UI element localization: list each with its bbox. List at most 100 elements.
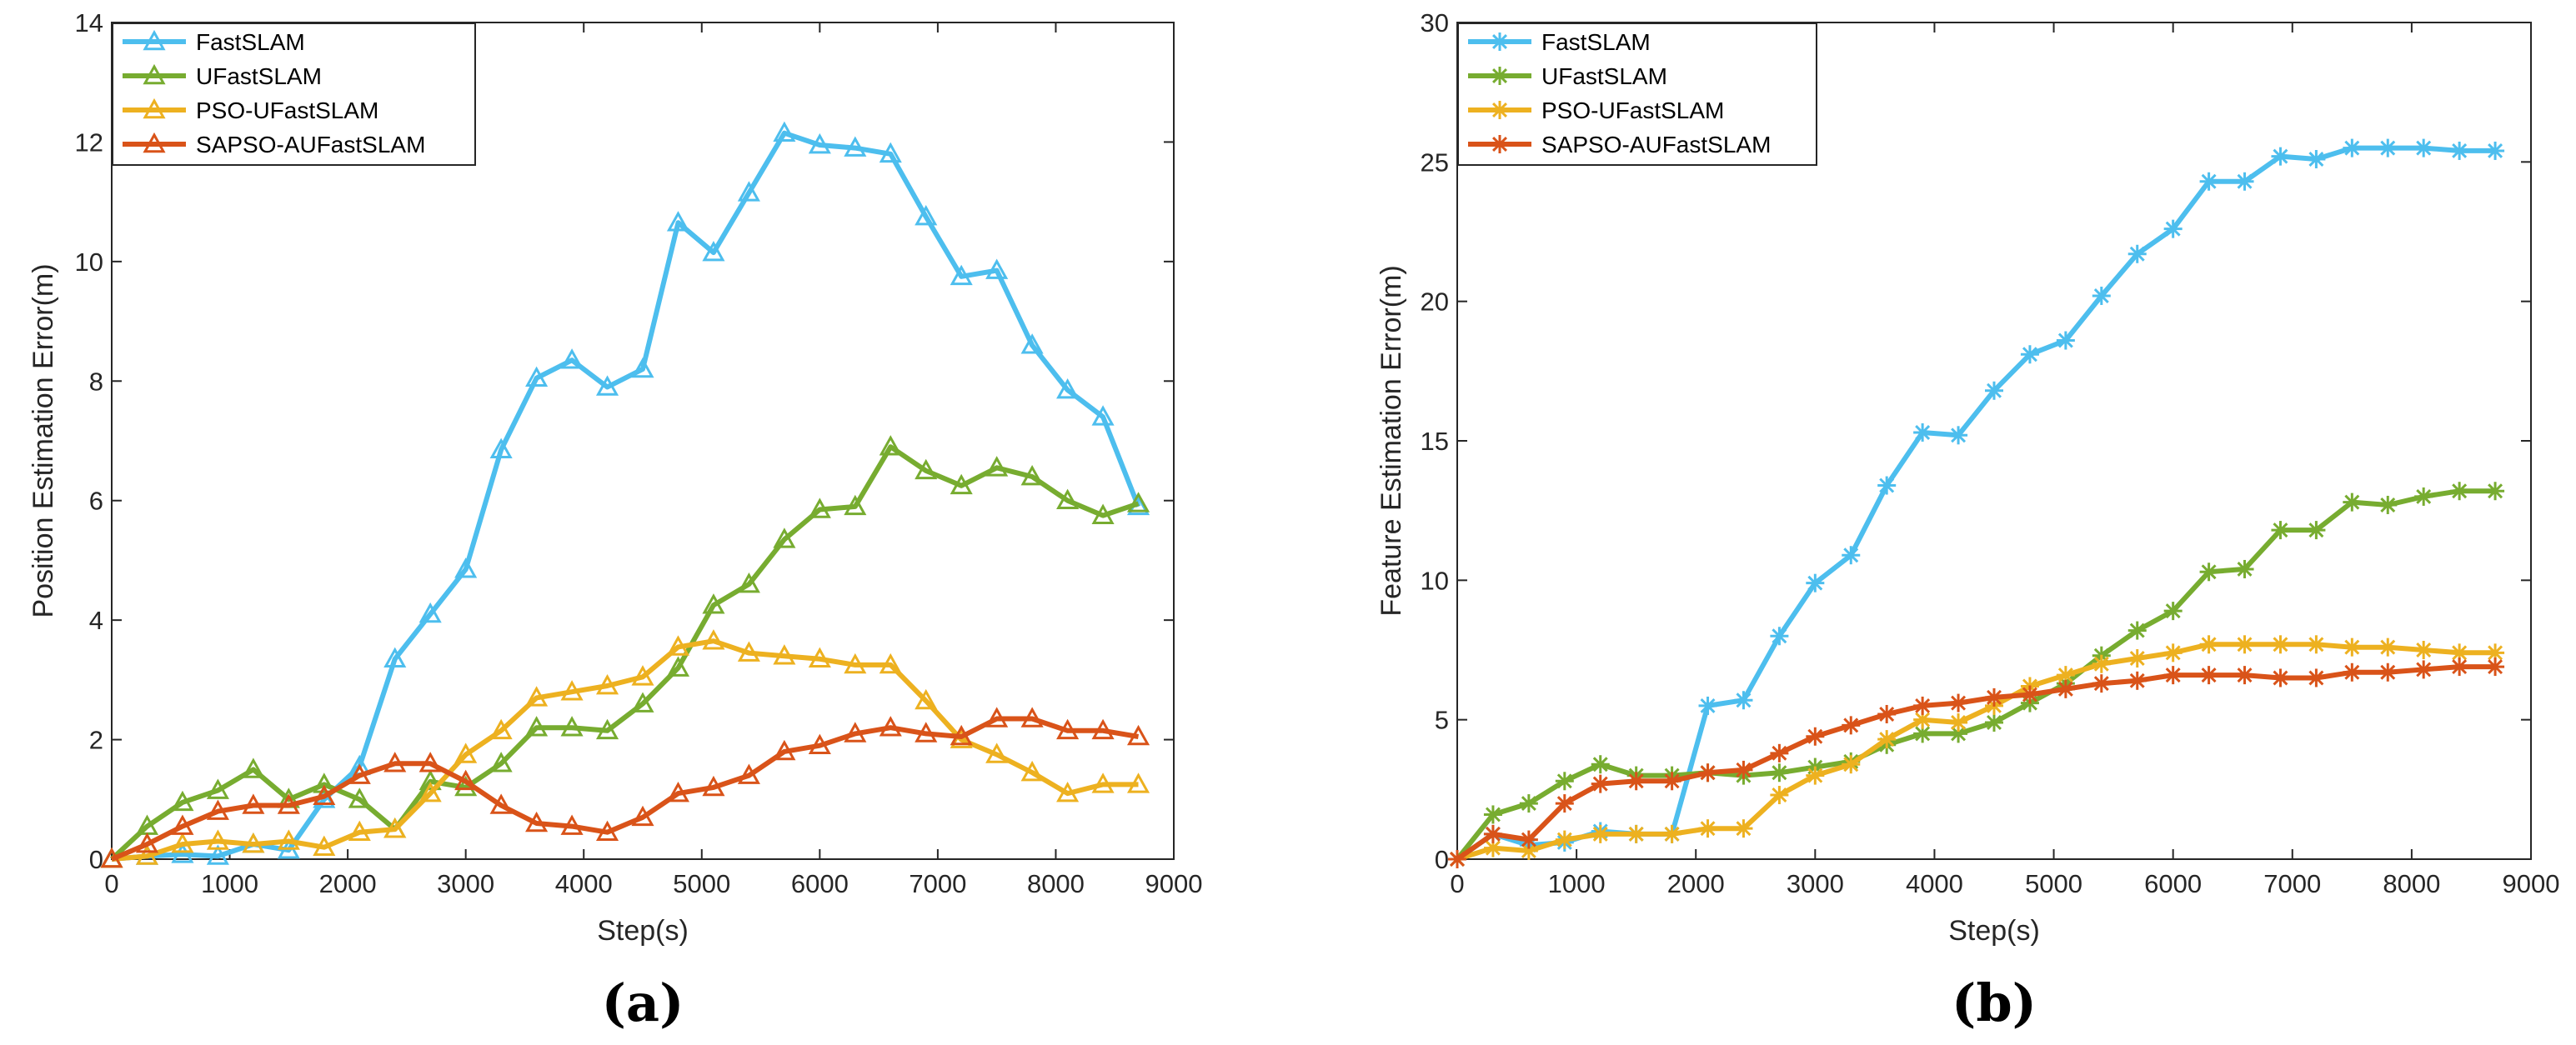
data-point bbox=[666, 656, 690, 677]
data-point bbox=[383, 647, 407, 668]
data-point bbox=[1126, 772, 1150, 793]
data-point bbox=[631, 665, 654, 686]
data-point bbox=[489, 718, 513, 740]
x-tick-label: 8000 bbox=[2383, 869, 2440, 898]
data-point bbox=[2307, 635, 2326, 654]
data-point bbox=[666, 635, 690, 656]
legend-label: FastSLAM bbox=[196, 29, 305, 55]
data-point bbox=[2307, 668, 2326, 688]
legend-box bbox=[112, 22, 476, 166]
data-point bbox=[1842, 755, 1861, 774]
data-point bbox=[1091, 718, 1115, 740]
series-ufastslam bbox=[100, 435, 1150, 868]
data-point bbox=[2127, 649, 2147, 668]
data-point bbox=[2414, 641, 2433, 659]
data-point bbox=[773, 739, 796, 761]
data-point bbox=[808, 647, 831, 668]
data-point bbox=[313, 772, 336, 793]
legend-box bbox=[1457, 22, 1817, 166]
data-point bbox=[2307, 521, 2326, 540]
x-tick-label: 0 bbox=[104, 869, 118, 898]
x-tick-label: 1000 bbox=[201, 869, 258, 898]
chart-panel-b: 0 1000 2000 3000 4000 5000 6000 7000 8000 9000 0 5… bbox=[1376, 8, 2559, 1033]
data-point bbox=[666, 782, 690, 802]
data-point bbox=[135, 832, 159, 853]
y-axis-title: Position Estimation Error(m) bbox=[28, 263, 59, 618]
x-tick-label: 0 bbox=[1450, 869, 1464, 898]
data-point bbox=[985, 742, 1009, 763]
data-point bbox=[1985, 713, 2003, 732]
legend-label: PSO-UFastSLAM bbox=[196, 98, 378, 123]
data-point bbox=[2343, 138, 2362, 158]
data-point bbox=[1491, 32, 1509, 51]
data-point bbox=[2127, 671, 2147, 690]
data-point bbox=[737, 572, 760, 593]
data-point bbox=[348, 820, 371, 842]
legend-label: SAPSO-AUFastSLAM bbox=[196, 132, 425, 158]
y-tick-label: 15 bbox=[1421, 427, 1449, 456]
legend-label: UFastSLAM bbox=[1541, 63, 1667, 89]
data-point bbox=[1698, 763, 1717, 782]
data-point bbox=[2271, 668, 2290, 688]
data-point bbox=[844, 652, 867, 674]
data-point bbox=[206, 844, 229, 865]
legend-entry: SAPSO-AUFastSLAM bbox=[1468, 132, 1771, 158]
data-point bbox=[985, 258, 1009, 279]
data-point bbox=[1985, 688, 2003, 707]
data-point bbox=[242, 832, 265, 853]
x-tick-label: 7000 bbox=[909, 869, 966, 898]
data-point bbox=[2163, 666, 2183, 685]
data-point bbox=[2056, 331, 2075, 350]
data-point bbox=[560, 680, 584, 701]
data-point bbox=[313, 784, 336, 805]
data-point bbox=[313, 835, 336, 856]
data-point bbox=[171, 790, 194, 812]
legend-label: PSO-UFastSLAM bbox=[1541, 98, 1724, 123]
data-point bbox=[1091, 405, 1115, 426]
data-point bbox=[2450, 141, 2469, 160]
data-point bbox=[2199, 666, 2218, 685]
data-point bbox=[702, 241, 725, 262]
y-tick-label: 12 bbox=[75, 128, 103, 157]
legend-entry: PSO-UFastSLAM bbox=[1468, 98, 1724, 123]
data-point bbox=[879, 142, 902, 163]
x-tick-label: 3000 bbox=[437, 869, 494, 898]
data-point bbox=[1985, 381, 2003, 400]
data-point bbox=[1591, 774, 1610, 793]
data-point bbox=[773, 528, 796, 548]
data-point bbox=[1626, 772, 1646, 791]
data-point bbox=[844, 136, 867, 157]
legend: FastSLAM UFastSLAM PSO-UFastSLAM SAPSO-AUFa… bbox=[112, 22, 476, 166]
data-point bbox=[383, 818, 407, 838]
data-point bbox=[171, 832, 194, 853]
data-point bbox=[1555, 772, 1574, 791]
data-point bbox=[1913, 710, 1932, 729]
data-point bbox=[1949, 693, 1968, 712]
data-point bbox=[915, 204, 938, 226]
data-point bbox=[631, 805, 654, 827]
data-point bbox=[1734, 819, 1753, 838]
data-point bbox=[2378, 138, 2398, 158]
data-point bbox=[1483, 824, 1502, 843]
data-point bbox=[1519, 830, 1538, 849]
data-point bbox=[525, 686, 549, 707]
data-point bbox=[1591, 755, 1610, 774]
data-point bbox=[1056, 488, 1080, 510]
data-point bbox=[879, 716, 902, 737]
legend-label: FastSLAM bbox=[1541, 29, 1651, 55]
data-point bbox=[171, 842, 194, 863]
data-point bbox=[242, 793, 265, 814]
legend-entry: FastSLAM bbox=[1468, 29, 1651, 55]
x-ticks: 0 1000 2000 3000 4000 5000 6000 7000 8000 9000 bbox=[1450, 22, 2559, 898]
panel-label: (b) bbox=[1952, 972, 2037, 1033]
data-point bbox=[560, 814, 584, 835]
data-point bbox=[595, 673, 619, 695]
y-tick-label: 6 bbox=[89, 487, 103, 516]
data-point bbox=[1842, 546, 1861, 565]
data-point bbox=[2378, 638, 2398, 657]
data-point bbox=[1448, 850, 1466, 868]
data-point bbox=[206, 799, 229, 820]
data-point bbox=[1806, 766, 1825, 785]
y-tick-label: 14 bbox=[75, 8, 103, 38]
x-tick-label: 4000 bbox=[1906, 869, 1963, 898]
